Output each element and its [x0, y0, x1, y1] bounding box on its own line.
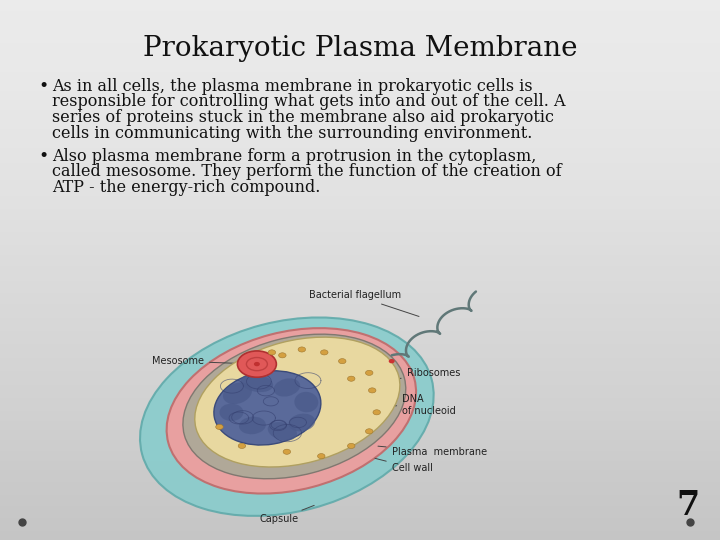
Ellipse shape: [140, 318, 433, 516]
Ellipse shape: [366, 429, 373, 434]
Ellipse shape: [183, 334, 406, 479]
Text: Prokaryotic Plasma Membrane: Prokaryotic Plasma Membrane: [143, 35, 577, 62]
Ellipse shape: [369, 388, 376, 393]
Ellipse shape: [240, 374, 273, 392]
Text: Capsule: Capsule: [260, 505, 314, 524]
Ellipse shape: [320, 350, 328, 355]
Ellipse shape: [166, 328, 416, 494]
Text: Cell wall: Cell wall: [375, 458, 433, 473]
Text: Also plasma membrane form a protrusion in the cytoplasm,: Also plasma membrane form a protrusion i…: [52, 148, 536, 165]
Ellipse shape: [389, 359, 395, 363]
Text: cells in communicating with the surrounding environment.: cells in communicating with the surround…: [52, 125, 532, 141]
Text: Bacterial flagellum: Bacterial flagellum: [310, 291, 419, 316]
Ellipse shape: [216, 424, 223, 429]
Ellipse shape: [238, 351, 276, 377]
Ellipse shape: [348, 376, 355, 381]
Ellipse shape: [283, 449, 291, 454]
Text: series of proteins stuck in the membrane also aid prokaryotic: series of proteins stuck in the membrane…: [52, 109, 554, 126]
Ellipse shape: [268, 350, 276, 355]
Text: called mesosome. They perform the function of the creation of: called mesosome. They perform the functi…: [52, 164, 562, 180]
Text: •: •: [38, 78, 48, 95]
Ellipse shape: [298, 347, 305, 352]
Ellipse shape: [214, 371, 321, 445]
Ellipse shape: [279, 353, 286, 358]
Text: •: •: [38, 148, 48, 165]
Ellipse shape: [366, 370, 373, 375]
Ellipse shape: [223, 382, 252, 404]
Ellipse shape: [294, 392, 318, 413]
Ellipse shape: [195, 337, 400, 467]
Ellipse shape: [348, 443, 355, 448]
Ellipse shape: [238, 443, 246, 448]
Text: DNA
of nucleoid: DNA of nucleoid: [309, 394, 456, 416]
Text: Plasma  membrane: Plasma membrane: [378, 446, 487, 457]
Text: 7: 7: [677, 489, 700, 522]
Text: Ribosomes: Ribosomes: [375, 368, 460, 383]
Text: ATP - the energy-rich compound.: ATP - the energy-rich compound.: [52, 179, 320, 196]
Ellipse shape: [373, 410, 380, 415]
Text: As in all cells, the plasma membrane in prokaryotic cells is: As in all cells, the plasma membrane in …: [52, 78, 533, 95]
Ellipse shape: [239, 417, 266, 434]
Ellipse shape: [338, 359, 346, 364]
Ellipse shape: [268, 422, 297, 441]
Ellipse shape: [220, 403, 243, 421]
Ellipse shape: [318, 454, 325, 458]
Ellipse shape: [254, 362, 260, 366]
Ellipse shape: [289, 414, 315, 431]
Ellipse shape: [274, 379, 300, 396]
Text: responsible for controlling what gets into and out of the cell. A: responsible for controlling what gets in…: [52, 93, 565, 111]
Text: Mesosome: Mesosome: [152, 356, 254, 366]
